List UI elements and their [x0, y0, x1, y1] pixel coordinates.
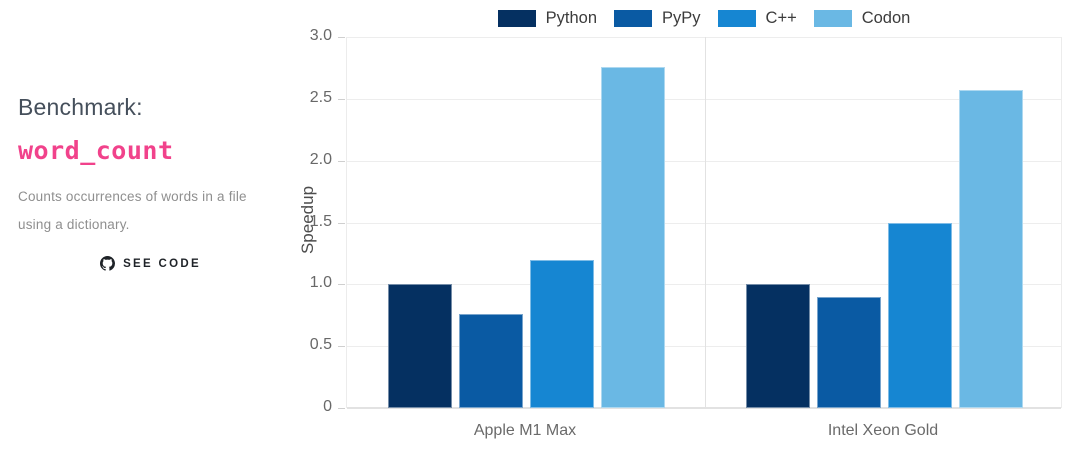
see-code-link[interactable]: SEE CODE	[18, 256, 283, 271]
benchmark-name: word_count	[18, 136, 174, 165]
bar-pypy-intel-xeon-gold	[816, 296, 881, 408]
group-separator	[705, 37, 706, 408]
y-tick-mark	[338, 160, 345, 162]
legend-label: PyPy	[662, 8, 701, 27]
bar-c-apple-m1-max	[529, 259, 594, 408]
bar-codon-apple-m1-max	[600, 66, 665, 408]
benchmark-heading: Benchmark:	[18, 94, 143, 120]
bar-c-intel-xeon-gold	[887, 222, 952, 408]
gridline	[347, 346, 1061, 348]
y-tick-label: 3.0	[309, 27, 332, 44]
bar-python-intel-xeon-gold	[745, 284, 810, 408]
y-tick-mark	[338, 37, 345, 38]
benchmark-panel: Benchmark: word_count Counts occurrences…	[18, 94, 306, 271]
legend-label: Codon	[861, 8, 911, 27]
x-tick-label-intel-xeon-gold: Intel Xeon Gold	[827, 422, 939, 439]
bar-python-apple-m1-max	[387, 284, 452, 408]
gridline	[347, 284, 1061, 286]
legend-label: C++	[765, 8, 797, 27]
see-code-label: SEE CODE	[123, 257, 201, 270]
plot-area	[346, 37, 1062, 409]
y-tick-label: 1.0	[309, 274, 332, 292]
bar-codon-intel-xeon-gold	[958, 90, 1023, 408]
gridline	[347, 98, 1061, 100]
bar-pypy-apple-m1-max	[458, 314, 523, 408]
y-tick-mark	[338, 408, 345, 409]
legend-swatch-c	[717, 9, 756, 27]
y-tick-label: 2.0	[309, 150, 332, 168]
legend-item-pypy[interactable]: PyPy	[614, 9, 701, 28]
legend-item-codon[interactable]: Codon	[813, 8, 911, 28]
y-tick-mark	[338, 98, 345, 100]
y-tick-mark	[338, 284, 345, 286]
legend-swatch-python	[497, 9, 536, 27]
gridline	[347, 37, 1061, 38]
gridline	[347, 160, 1061, 162]
legend-swatch-codon	[813, 9, 852, 27]
legend-swatch-pypy	[614, 9, 653, 27]
legend-item-c[interactable]: C++	[717, 8, 797, 28]
github-icon	[100, 256, 116, 271]
legend-label: Python	[545, 8, 598, 27]
y-tick-mark	[338, 346, 345, 348]
y-tick-label: 1.5	[309, 212, 332, 230]
chart-legend: Python PyPy C++ Codon	[346, 6, 1062, 30]
gridline	[347, 222, 1061, 224]
benchmark-description: Counts occurrences of words in a file us…	[18, 189, 247, 232]
y-tick-mark	[338, 222, 345, 224]
y-tick-label: 2.5	[309, 88, 332, 106]
x-axis-line	[347, 407, 1061, 409]
x-tick-label-apple-m1-max: Apple M1 Max	[473, 422, 577, 439]
legend-item-python[interactable]: Python	[497, 8, 598, 28]
y-tick-label: 0	[323, 398, 332, 415]
y-tick-label: 0.5	[309, 336, 332, 354]
